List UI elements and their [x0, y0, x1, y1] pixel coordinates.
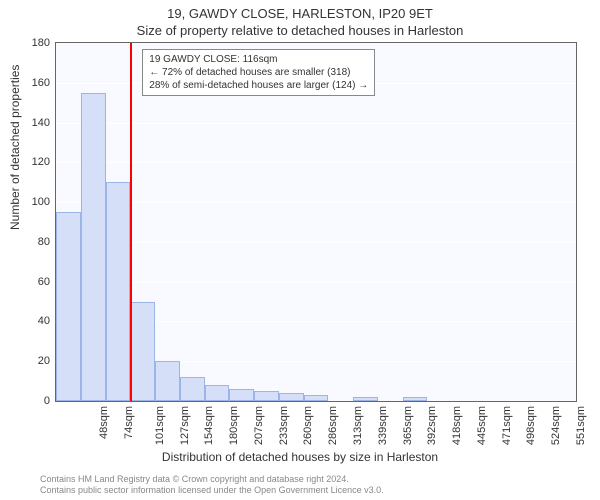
- x-tick-label: 74sqm: [123, 406, 135, 439]
- annotation-line: ← 72% of detached houses are smaller (31…: [149, 66, 368, 79]
- y-tick-label: 140: [32, 117, 50, 129]
- x-tick-label: 48sqm: [98, 406, 110, 439]
- y-axis-label: Number of detached properties: [8, 65, 22, 230]
- histogram-bar: [229, 389, 254, 401]
- histogram-bar: [180, 377, 205, 401]
- gridline: [56, 282, 576, 283]
- x-tick-label: 445sqm: [476, 406, 488, 445]
- histogram-bar: [304, 395, 329, 401]
- histogram-bar: [353, 397, 378, 401]
- annotation-line: 19 GAWDY CLOSE: 116sqm: [149, 53, 368, 66]
- x-tick-label: 365sqm: [402, 406, 414, 445]
- attribution-line2: Contains public sector information licen…: [40, 485, 384, 496]
- histogram-bar: [81, 93, 106, 401]
- x-axis-label: Distribution of detached houses by size …: [0, 450, 600, 464]
- histogram-bar: [403, 397, 428, 401]
- x-tick-label: 339sqm: [377, 406, 389, 445]
- y-tick-label: 0: [44, 395, 50, 407]
- gridline: [56, 242, 576, 243]
- y-tick-label: 20: [38, 355, 50, 367]
- x-tick-label: 233sqm: [278, 406, 290, 445]
- histogram-bar: [106, 182, 131, 401]
- y-tick-label: 80: [38, 236, 50, 248]
- y-tick-label: 180: [32, 37, 50, 49]
- x-tick-label: 286sqm: [327, 406, 339, 445]
- page-title-line1: 19, GAWDY CLOSE, HARLESTON, IP20 9ET: [0, 6, 600, 21]
- attribution-text: Contains HM Land Registry data © Crown c…: [40, 474, 384, 497]
- x-tick-label: 101sqm: [154, 406, 166, 445]
- y-tick-label: 100: [32, 196, 50, 208]
- histogram-bar: [155, 361, 180, 401]
- x-tick-label: 392sqm: [426, 406, 438, 445]
- x-tick-label: 207sqm: [253, 406, 265, 445]
- gridline: [56, 162, 576, 163]
- x-tick-label: 471sqm: [501, 406, 513, 445]
- y-tick-label: 160: [32, 77, 50, 89]
- chart-container: 19, GAWDY CLOSE, HARLESTON, IP20 9ET Siz…: [0, 0, 600, 500]
- histogram-bar: [205, 385, 230, 401]
- x-tick-label: 180sqm: [228, 406, 240, 445]
- histogram-bar: [56, 212, 81, 401]
- x-tick-label: 127sqm: [179, 406, 191, 445]
- annotation-line: 28% of semi-detached houses are larger (…: [149, 79, 368, 92]
- x-tick-label: 418sqm: [451, 406, 463, 445]
- histogram-bar: [130, 302, 155, 401]
- plot-area: 19 GAWDY CLOSE: 116sqm← 72% of detached …: [55, 42, 577, 402]
- gridline: [56, 123, 576, 124]
- y-tick-label: 120: [32, 156, 50, 168]
- x-tick-label: 313sqm: [352, 406, 364, 445]
- attribution-line1: Contains HM Land Registry data © Crown c…: [40, 474, 384, 485]
- x-tick-label: 154sqm: [204, 406, 216, 445]
- x-tick-label: 498sqm: [525, 406, 537, 445]
- page-title-line2: Size of property relative to detached ho…: [0, 23, 600, 38]
- histogram-bar: [279, 393, 304, 401]
- annotation-box: 19 GAWDY CLOSE: 116sqm← 72% of detached …: [142, 49, 375, 96]
- x-tick-label: 551sqm: [575, 406, 587, 445]
- gridline: [56, 202, 576, 203]
- y-tick-label: 40: [38, 315, 50, 327]
- x-tick-label: 524sqm: [550, 406, 562, 445]
- y-tick-label: 60: [38, 276, 50, 288]
- marker-line: [130, 43, 132, 401]
- x-tick-label: 260sqm: [303, 406, 315, 445]
- histogram-bar: [254, 391, 279, 401]
